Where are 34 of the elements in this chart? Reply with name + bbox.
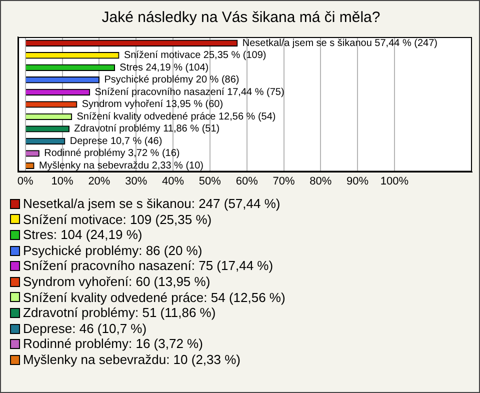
x-tick-label: 50% [198, 175, 222, 188]
data-label: Snížení kvality odvedené práce 12,56 % (54) [76, 111, 276, 122]
x-tick-label: 80% [310, 175, 332, 188]
x-tick-label: 30% [125, 175, 148, 188]
text: Snížení motivace: 109 (25,35 %) [23, 212, 212, 228]
x-tick-label: 10% [51, 175, 74, 188]
text: Myšlenky na sebevraždu: 10 (2,33 %) [23, 352, 240, 368]
data-label: Syndrom vyhoření 13,95 % (60) [82, 99, 224, 110]
data-label: Deprese 10,7 % (46) [70, 136, 162, 147]
x-tick-label: 70% [272, 175, 295, 188]
data-label: Rodinné problémy 3,72 % (16) [44, 148, 180, 160]
data-label: Snížení motivace 25,35 % (109) [124, 50, 266, 62]
data-label: Zdravotní problémy 11,86 % (51) [74, 124, 220, 135]
text: Psychické problémy: 86 (20 %) [23, 242, 202, 258]
text: Stres: 104 (24,19 %) [23, 227, 142, 243]
x-tick-label: 20% [88, 175, 110, 188]
text: Rodinné problémy: 16 (3,72 %) [23, 336, 203, 352]
x-tick-label: 100% [380, 175, 409, 188]
data-label: Snížení pracovního nasazení 17,44 % (75) [94, 86, 284, 98]
text: Syndrom vyhoření: 60 (13,95 %) [23, 274, 210, 290]
data-label: Psychické problémy 20 % (86) [104, 74, 240, 86]
x-tick-label: 0% [17, 175, 34, 188]
x-tick-label: 40% [162, 175, 184, 188]
text: Deprese: 46 (10,7 %) [23, 320, 147, 336]
x-tick-label: 90% [346, 175, 369, 188]
data-label: Nesetkal/a jsem se s šikanou 57,44 % (247) [242, 38, 438, 49]
x-tick-label: 60% [236, 175, 258, 188]
data-label: Stres 24,19 % (104) [120, 62, 209, 74]
chart-title: Jaké následky na Vás šikana má či měla? [102, 9, 380, 26]
text: Snížení kvality odvedené práce: 54 (12,56 %) [23, 290, 286, 306]
text: Zdravotní problémy: 51 (11,86 %) [23, 305, 216, 321]
text: Nesetkal/a jsem se s šikanou: 247 (57,44 %) [23, 196, 280, 212]
data-label: Myšlenky na sebevraždu 2,33 % (10) [38, 160, 204, 172]
text: Snížení pracovního nasazení: 75 (17,44 %) [23, 258, 274, 274]
